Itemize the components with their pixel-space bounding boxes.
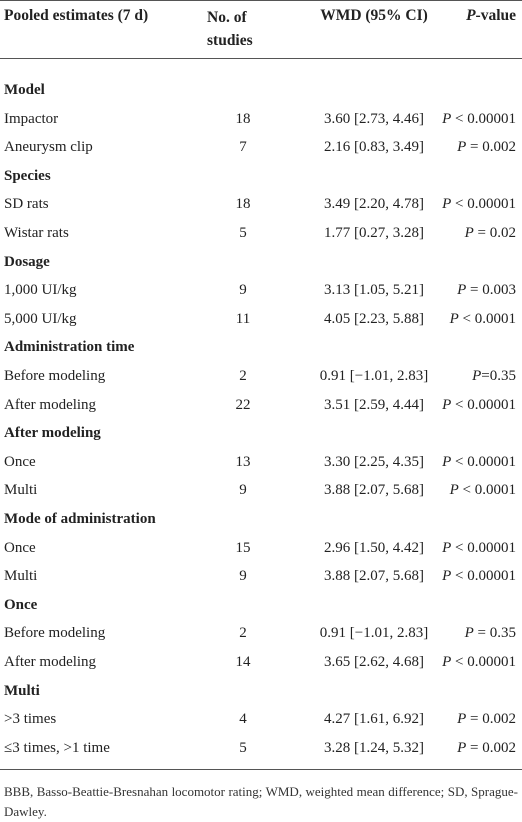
table-cell: 18 — [235, 110, 251, 127]
italic-p: P — [457, 139, 467, 156]
table-cell: After modeling — [4, 654, 97, 670]
table-cell: 3.13 [1.05, 5.21] — [324, 282, 424, 299]
table-cell: Before modeling — [4, 625, 106, 642]
table-cell: P < 0.00001 — [442, 654, 516, 670]
table-cell: P < 0.0001 — [449, 482, 516, 499]
table-cell: 15 — [235, 539, 251, 556]
table-cell: 5 — [239, 225, 247, 241]
table-cell: P = 0.002 — [457, 739, 516, 756]
table-cell: P < 0.0001 — [449, 310, 516, 327]
group-label: Dosage — [4, 253, 50, 270]
table-cell: P < 0.00001 — [442, 568, 516, 585]
table-cell: Aneurysm clip — [4, 139, 93, 156]
table-cell: P=0.35 — [472, 368, 516, 384]
table-cell: P < 0.00001 — [442, 453, 516, 470]
table-cell: 4.27 [1.61, 6.92] — [324, 711, 424, 728]
table-cell: Once — [4, 453, 36, 470]
table-cell: After modeling — [4, 396, 97, 413]
italic-p: P — [457, 282, 467, 299]
bottom-rule — [0, 769, 522, 770]
table-cell: 9 — [239, 482, 247, 499]
table-cell: 14 — [235, 654, 251, 670]
italic-p: P — [442, 110, 452, 127]
table-cell: 5 — [239, 739, 247, 756]
table-cell: P = 0.002 — [457, 711, 516, 728]
footnote: BBB, Basso-Beattie-Bresnahan locomotor r… — [4, 784, 518, 819]
top-rule — [0, 0, 522, 1]
table-cell: 0.91 [−1.01, 2.83] — [319, 368, 429, 384]
table-cell: 3.60 [2.73, 4.46] — [324, 110, 424, 127]
table-cell: P < 0.00001 — [442, 539, 516, 556]
italic-p: P — [472, 368, 482, 384]
italic-p: P — [457, 711, 467, 728]
group-label: Model — [4, 82, 45, 98]
table-cell: P < 0.00001 — [442, 110, 516, 127]
table-cell: Before modeling — [4, 368, 106, 384]
table-cell: ≤3 times, >1 time — [4, 739, 110, 756]
table-cell: 3.49 [2.20, 4.78] — [324, 196, 424, 213]
table-cell: 3.30 [2.25, 4.35] — [324, 453, 424, 470]
table-cell: 7 — [239, 139, 247, 156]
table-cell: Multi — [4, 482, 38, 499]
italic-p: P — [464, 225, 474, 241]
table-cell: P < 0.00001 — [442, 196, 516, 213]
table-cell: 5,000 UI/kg — [4, 310, 77, 327]
italic-p: P — [442, 453, 452, 470]
italic-p: P — [464, 625, 474, 642]
table-cell: 1.77 [0.27, 3.28] — [324, 225, 424, 241]
group-label: After modeling — [4, 425, 101, 442]
table-cell: 1,000 UI/kg — [4, 282, 77, 299]
header-cell: Pooled estimates (7 d) — [4, 7, 149, 24]
header-cell: No. of studies — [207, 9, 253, 49]
table-cell: P = 0.02 — [464, 225, 516, 241]
table-cell: 4.05 [2.23, 5.88] — [324, 310, 424, 327]
italic-p: P — [442, 196, 452, 213]
table-cell: P = 0.35 — [464, 625, 516, 642]
header-cell: WMD (95% CI) — [320, 7, 428, 24]
table-cell: Wistar rats — [4, 225, 69, 241]
table-cell: SD rats — [4, 196, 49, 213]
italic-p: P — [442, 396, 452, 413]
italic-p: P — [449, 310, 459, 327]
group-label: Multi — [4, 682, 40, 699]
group-label: Species — [4, 167, 51, 184]
table-cell: >3 times — [4, 711, 57, 728]
table-cell: 9 — [239, 568, 247, 585]
table-cell: 0.91 [−1.01, 2.83] — [319, 625, 429, 642]
table-cell: 3.88 [2.07, 5.68] — [324, 568, 424, 585]
italic-p: P — [449, 482, 459, 499]
table-cell: 2 — [239, 625, 247, 642]
table-cell: 2.16 [0.83, 3.49] — [324, 139, 424, 156]
table-cell: P = 0.002 — [457, 139, 516, 156]
italic-p: P — [442, 654, 452, 670]
table-cell: 22 — [235, 396, 251, 413]
table-cell: 3.51 [2.59, 4.44] — [324, 396, 424, 413]
table-cell: 2 — [239, 368, 247, 384]
table-cell: 13 — [235, 453, 251, 470]
table-cell: Impactor — [4, 110, 59, 127]
table-cell: 9 — [239, 282, 247, 299]
italic-p: P — [442, 568, 452, 585]
table-cell: 3.65 [2.62, 4.68] — [324, 654, 424, 670]
table-cell: 4 — [239, 711, 247, 728]
table-cell: Once — [4, 539, 36, 556]
header-cell: P-value — [466, 7, 516, 24]
group-label: Mode of administration — [4, 511, 156, 527]
table-cell: Multi — [4, 568, 38, 585]
group-label: Once — [4, 596, 38, 613]
table-cell: 18 — [235, 196, 251, 213]
table-cell: 2.96 [1.50, 4.42] — [324, 539, 424, 556]
table-cell: 3.88 [2.07, 5.68] — [324, 482, 424, 499]
italic-p: P — [442, 539, 452, 556]
italic-p: P — [466, 7, 476, 24]
header-rule — [0, 58, 522, 59]
italic-p: P — [457, 739, 467, 756]
table-cell: P = 0.003 — [457, 282, 516, 299]
table-cell: 3.28 [1.24, 5.32] — [324, 739, 424, 756]
table-cell: 11 — [235, 310, 251, 327]
group-label: Administration time — [4, 339, 135, 356]
table-cell: P < 0.00001 — [442, 396, 516, 413]
